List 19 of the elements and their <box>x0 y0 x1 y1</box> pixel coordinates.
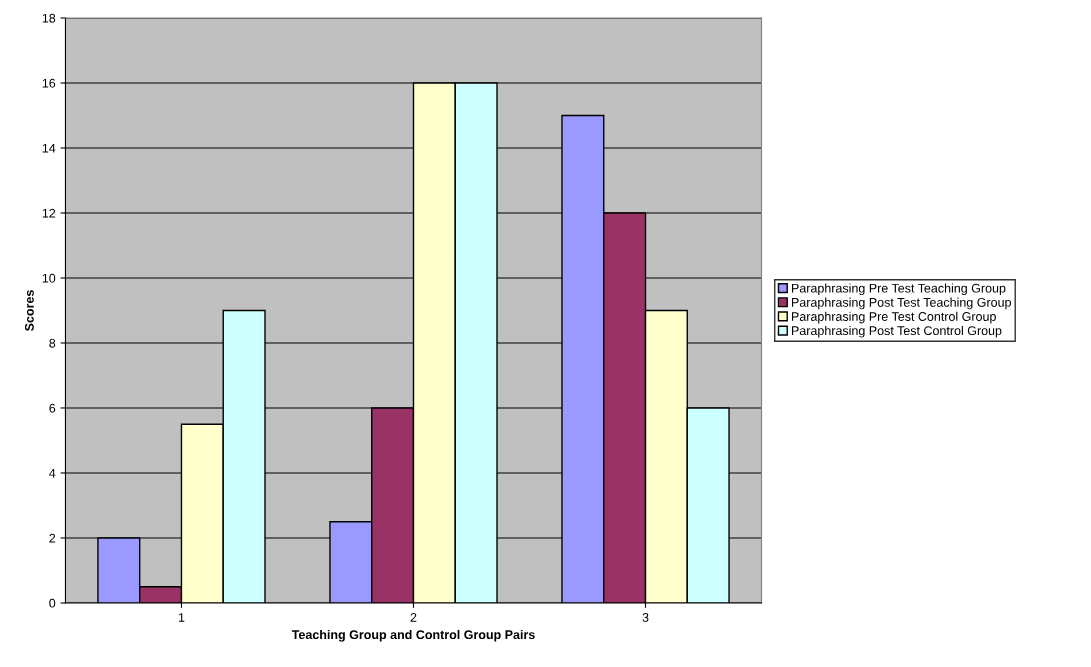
y-tick-label: 16 <box>42 78 56 88</box>
y-axis-title: Scores <box>24 290 34 331</box>
x-axis-title: Teaching Group and Control Group Pairs <box>291 629 535 642</box>
y-tick-label: 0 <box>49 598 56 608</box>
y-tick-label: 14 <box>42 143 56 153</box>
y-tick-label: 12 <box>42 208 56 218</box>
legend-label: Paraphrasing Pre Test Control Group <box>792 311 996 324</box>
legend-label: Paraphrasing Post Test Control Group <box>792 325 1002 338</box>
x-tick-label: 2 <box>410 613 417 622</box>
y-tick-label: 8 <box>49 338 56 348</box>
legend-label: Paraphrasing Pre Test Teaching Group <box>792 283 1006 296</box>
x-tick-label: 3 <box>642 613 649 622</box>
x-tick-label: 1 <box>178 613 185 622</box>
legend-label: Paraphrasing Post Test Teaching Group <box>792 297 1011 310</box>
y-tick-label: 18 <box>42 13 56 23</box>
y-tick-label: 2 <box>49 533 56 543</box>
y-tick-label: 10 <box>42 273 56 283</box>
y-tick-label: 6 <box>49 403 56 413</box>
y-tick-label: 4 <box>49 468 56 478</box>
